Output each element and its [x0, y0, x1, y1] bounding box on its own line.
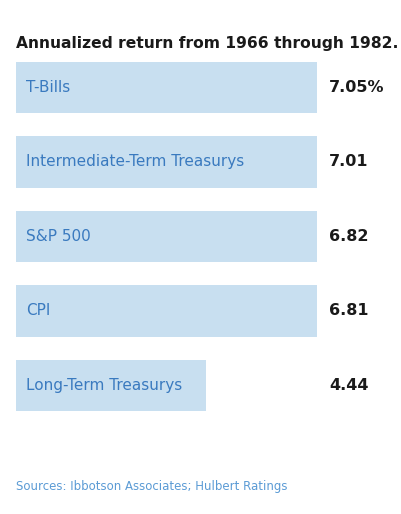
Text: 6.81: 6.81 [329, 303, 369, 319]
Text: 6.82: 6.82 [329, 229, 369, 244]
Text: CPI: CPI [26, 303, 51, 319]
Text: 7.05%: 7.05% [329, 80, 384, 95]
Text: Annualized return from 1966 through 1982.: Annualized return from 1966 through 1982… [16, 36, 399, 51]
FancyBboxPatch shape [16, 285, 317, 337]
FancyBboxPatch shape [16, 136, 317, 188]
FancyBboxPatch shape [16, 62, 317, 113]
Text: S&P 500: S&P 500 [26, 229, 91, 244]
FancyBboxPatch shape [16, 360, 206, 411]
FancyBboxPatch shape [16, 211, 317, 262]
Text: Sources: Ibbotson Associates; Hulbert Ratings: Sources: Ibbotson Associates; Hulbert Ra… [16, 481, 288, 493]
Text: T-Bills: T-Bills [26, 80, 70, 95]
Text: Long-Term Treasurys: Long-Term Treasurys [26, 378, 182, 393]
Text: 7.01: 7.01 [329, 154, 369, 170]
Text: Intermediate-Term Treasurys: Intermediate-Term Treasurys [26, 154, 244, 170]
Text: 4.44: 4.44 [329, 378, 369, 393]
